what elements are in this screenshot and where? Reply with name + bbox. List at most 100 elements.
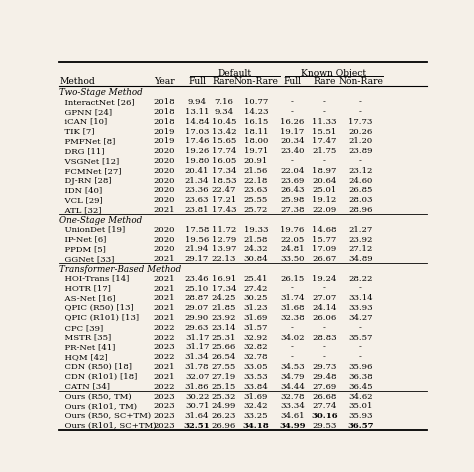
Text: 10.77: 10.77 <box>244 98 268 106</box>
Text: 24.14: 24.14 <box>312 304 337 312</box>
Text: 27.07: 27.07 <box>312 295 337 303</box>
Text: 18.11: 18.11 <box>244 127 268 135</box>
Text: 21.75: 21.75 <box>312 147 337 155</box>
Text: 17.73: 17.73 <box>348 118 373 126</box>
Text: 27.12: 27.12 <box>348 245 373 253</box>
Text: 34.79: 34.79 <box>280 373 305 381</box>
Text: Default: Default <box>218 69 252 78</box>
Text: PR-Net [41]: PR-Net [41] <box>59 344 116 352</box>
Text: 2019: 2019 <box>153 137 175 145</box>
Text: Ours (R50, SC+TM): Ours (R50, SC+TM) <box>59 412 152 420</box>
Text: -: - <box>359 157 362 165</box>
Text: 23.36: 23.36 <box>185 186 209 194</box>
Text: 2023: 2023 <box>153 344 175 352</box>
Text: 2023: 2023 <box>153 402 175 410</box>
Text: InteractNet [26]: InteractNet [26] <box>59 98 135 106</box>
Text: 23.92: 23.92 <box>211 314 236 322</box>
Text: 22.18: 22.18 <box>244 177 268 185</box>
Text: 24.32: 24.32 <box>244 245 268 253</box>
Text: 12.79: 12.79 <box>212 236 236 244</box>
Text: 2020: 2020 <box>153 236 175 244</box>
Text: 31.74: 31.74 <box>280 295 305 303</box>
Text: 2019: 2019 <box>153 127 175 135</box>
Text: 2023: 2023 <box>153 393 175 401</box>
Text: CDN (R50) [18]: CDN (R50) [18] <box>59 363 132 371</box>
Text: 29.07: 29.07 <box>185 304 209 312</box>
Text: 9.34: 9.34 <box>214 108 233 116</box>
Text: 23.14: 23.14 <box>211 324 236 332</box>
Text: 2023: 2023 <box>153 422 175 430</box>
Text: 15.65: 15.65 <box>212 137 236 145</box>
Text: 32.07: 32.07 <box>185 373 209 381</box>
Text: 31.17: 31.17 <box>185 344 209 352</box>
Text: -: - <box>323 285 326 293</box>
Text: 15.51: 15.51 <box>312 127 337 135</box>
Text: 2018: 2018 <box>153 98 175 106</box>
Text: 2018: 2018 <box>153 108 175 116</box>
Text: 25.01: 25.01 <box>312 186 337 194</box>
Text: 16.91: 16.91 <box>212 275 236 283</box>
Text: 15.77: 15.77 <box>312 236 337 244</box>
Text: -: - <box>359 324 362 332</box>
Text: QPIC (R101) [13]: QPIC (R101) [13] <box>59 314 139 322</box>
Text: 7.16: 7.16 <box>214 98 233 106</box>
Text: Known Object: Known Object <box>301 69 366 78</box>
Text: -: - <box>359 354 362 361</box>
Text: 17.43: 17.43 <box>211 206 236 214</box>
Text: 20.91: 20.91 <box>244 157 268 165</box>
Text: 34.18: 34.18 <box>242 422 269 430</box>
Text: PMFNet [8]: PMFNet [8] <box>59 137 116 145</box>
Text: 25.41: 25.41 <box>244 275 268 283</box>
Text: 35.01: 35.01 <box>348 402 373 410</box>
Text: 14.84: 14.84 <box>185 118 210 126</box>
Text: 31.64: 31.64 <box>185 412 209 420</box>
Text: 19.26: 19.26 <box>185 147 209 155</box>
Text: 25.55: 25.55 <box>244 196 268 204</box>
Text: 30.22: 30.22 <box>185 393 209 401</box>
Text: 17.34: 17.34 <box>211 167 236 175</box>
Text: 26.43: 26.43 <box>280 186 305 194</box>
Text: 30.71: 30.71 <box>185 402 209 410</box>
Text: 22.13: 22.13 <box>211 255 236 263</box>
Text: 22.47: 22.47 <box>211 186 236 194</box>
Text: 32.51: 32.51 <box>184 422 210 430</box>
Text: 2020: 2020 <box>153 196 175 204</box>
Text: 23.40: 23.40 <box>280 147 305 155</box>
Text: 19.76: 19.76 <box>281 226 305 234</box>
Text: 27.69: 27.69 <box>312 383 337 391</box>
Text: Year: Year <box>154 77 174 86</box>
Text: 26.67: 26.67 <box>312 255 337 263</box>
Text: HQM [42]: HQM [42] <box>59 354 108 361</box>
Text: 26.54: 26.54 <box>211 354 236 361</box>
Text: Full: Full <box>283 77 301 86</box>
Text: FCMNet [27]: FCMNet [27] <box>59 167 122 175</box>
Text: 20.41: 20.41 <box>185 167 209 175</box>
Text: 34.27: 34.27 <box>348 314 373 322</box>
Text: -: - <box>359 98 362 106</box>
Text: iCAN [10]: iCAN [10] <box>59 118 108 126</box>
Text: -: - <box>291 98 294 106</box>
Text: 17.34: 17.34 <box>211 285 236 293</box>
Text: 27.55: 27.55 <box>212 363 236 371</box>
Text: 34.02: 34.02 <box>280 334 305 342</box>
Text: 33.34: 33.34 <box>280 402 305 410</box>
Text: 13.11: 13.11 <box>185 108 209 116</box>
Text: 27.38: 27.38 <box>280 206 305 214</box>
Text: 2020: 2020 <box>153 157 175 165</box>
Text: 26.96: 26.96 <box>212 422 236 430</box>
Text: 31.57: 31.57 <box>244 324 268 332</box>
Text: 25.10: 25.10 <box>185 285 209 293</box>
Text: 2022: 2022 <box>153 354 175 361</box>
Text: 25.72: 25.72 <box>244 206 268 214</box>
Text: 34.53: 34.53 <box>280 363 305 371</box>
Text: 19.71: 19.71 <box>244 147 268 155</box>
Text: 20.34: 20.34 <box>280 137 305 145</box>
Text: 33.84: 33.84 <box>244 383 268 391</box>
Text: 31.78: 31.78 <box>185 363 209 371</box>
Text: 19.33: 19.33 <box>244 226 268 234</box>
Text: 2021: 2021 <box>153 255 175 263</box>
Text: 34.89: 34.89 <box>348 255 373 263</box>
Text: 17.46: 17.46 <box>185 137 209 145</box>
Text: 18.97: 18.97 <box>312 167 337 175</box>
Text: 29.53: 29.53 <box>312 422 337 430</box>
